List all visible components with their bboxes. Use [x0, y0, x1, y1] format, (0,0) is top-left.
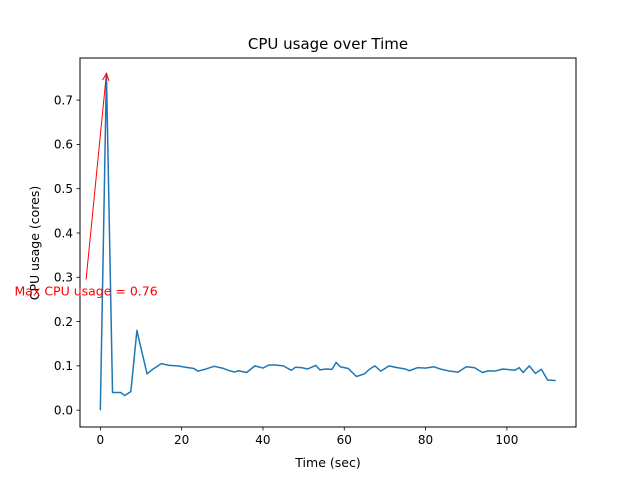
annotation-label: Max CPU usage = 0.76: [15, 283, 158, 298]
x-tick-label: 40: [255, 433, 270, 447]
y-axis-label: CPU usage (cores): [27, 186, 42, 300]
x-tick-label: 60: [337, 433, 352, 447]
axes-frame: [79, 57, 577, 428]
y-axis: 0.0 0.1 0.2 0.3 0.4 0.5 0.6 0.7: [54, 93, 80, 417]
y-tick-label: 0.1: [54, 359, 73, 373]
annotation-arrow-line: [85, 73, 107, 280]
y-tick-label: 0.7: [54, 93, 73, 107]
y-tick-label: 0.2: [54, 315, 73, 329]
plot-area: [99, 72, 556, 411]
y-tick-label: 0.3: [54, 271, 73, 285]
annotation-layer: Max CPU usage = 0.76: [15, 72, 158, 298]
x-tick-label: 80: [418, 433, 433, 447]
x-axis-label: Time (sec): [294, 455, 360, 470]
x-tick-label: 100: [495, 433, 518, 447]
x-axis: 0 20 40 60 80 100: [97, 427, 518, 447]
y-tick-label: 0.0: [54, 403, 73, 417]
y-tick-label: 0.4: [54, 226, 73, 240]
chart-title: CPU usage over Time: [248, 35, 408, 53]
series-line-0: [99, 72, 556, 411]
x-tick-label: 0: [97, 433, 105, 447]
annotation-arrow-head: [102, 72, 110, 81]
y-tick-label: 0.5: [54, 182, 73, 196]
x-tick-label: 20: [174, 433, 189, 447]
y-tick-label: 0.6: [54, 138, 73, 152]
